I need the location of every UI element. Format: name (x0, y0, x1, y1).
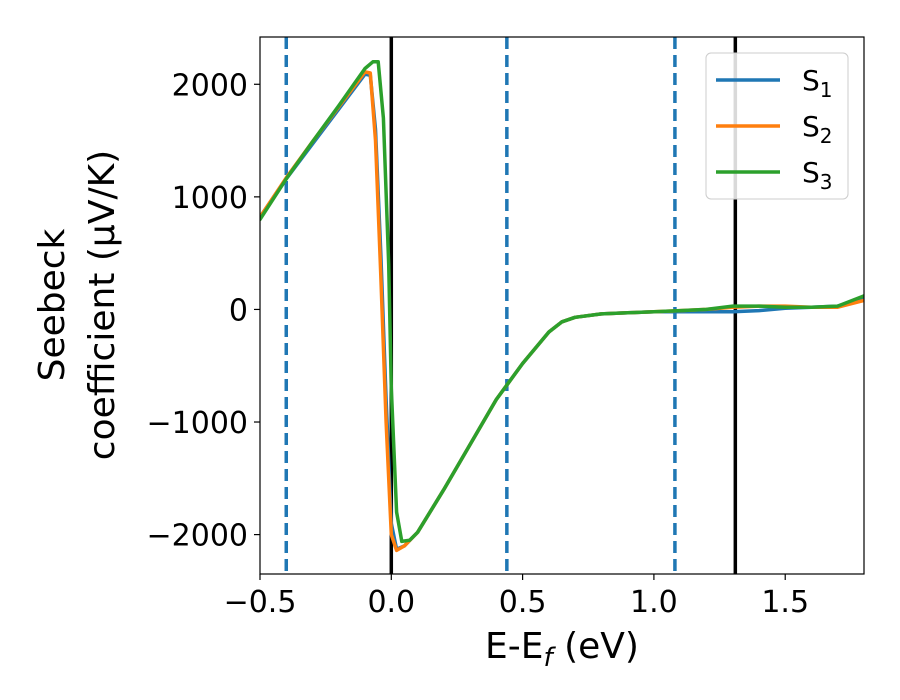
x-tick-label: 0.5 (499, 585, 547, 620)
legend: S1 S2 S3 (705, 52, 849, 200)
x-tick-label: 0.0 (367, 585, 415, 620)
legend-label-1: S1 (802, 64, 833, 102)
axis-ticks: −0.5 0.0 0.5 1.0 1.5 −2000 −1000 0 1000 2000 (147, 68, 810, 620)
plot-frame (259, 36, 865, 575)
y-tick-label: 0 (229, 293, 248, 328)
series-line-3 (260, 60, 864, 544)
x-tick-label: 1.0 (630, 585, 678, 620)
y-axis-label-line1: Seebeck (32, 228, 73, 381)
y-tick-label: −1000 (147, 406, 248, 441)
legend-label-3: S3 (802, 156, 833, 194)
legend-label-2: S2 (802, 110, 833, 148)
y-tick-label: 1000 (172, 181, 248, 216)
x-tick-label: 1.5 (761, 585, 809, 620)
y-axis-label-line2: coefficient (μV/K) (82, 150, 123, 460)
y-tick-label: 2000 (172, 68, 248, 103)
reference-lines (284, 37, 738, 574)
y-tick-label: −2000 (147, 519, 248, 554)
series-lines (260, 60, 864, 553)
x-tick-label: −0.5 (224, 585, 297, 620)
x-axis-label: E-Ef (eV) (485, 626, 639, 673)
